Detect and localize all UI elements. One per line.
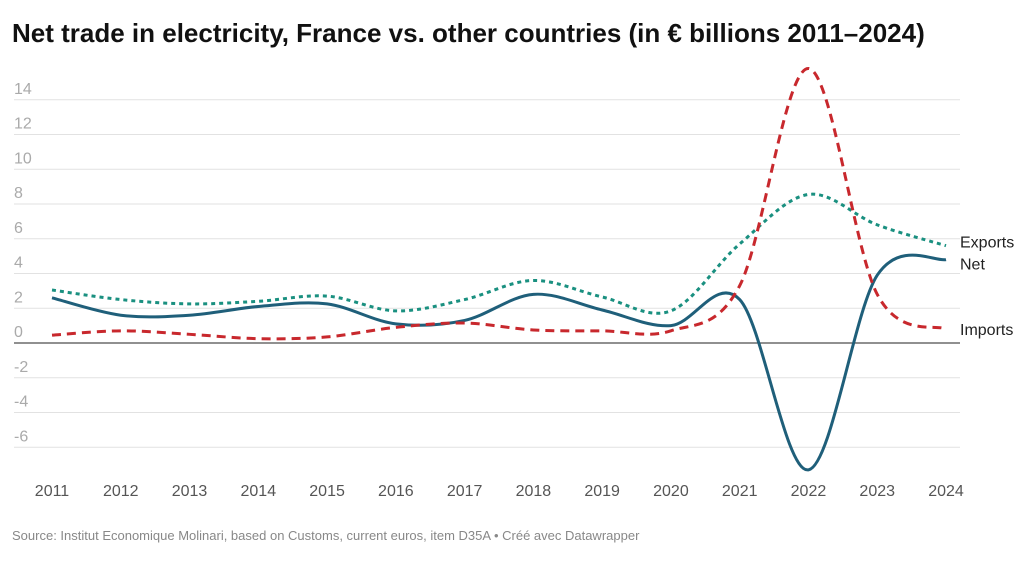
x-tick-label: 2021 bbox=[722, 483, 758, 500]
x-tick-label: 2022 bbox=[791, 483, 827, 500]
y-tick-label: 2 bbox=[14, 289, 23, 306]
x-tick-label: 2014 bbox=[241, 483, 277, 500]
x-tick-label: 2023 bbox=[859, 483, 895, 500]
x-tick-label: 2013 bbox=[172, 483, 208, 500]
y-tick-label: 0 bbox=[14, 324, 23, 341]
x-tick-label: 2015 bbox=[309, 483, 345, 500]
y-tick-label: 4 bbox=[14, 255, 23, 272]
y-tick-label: 8 bbox=[14, 185, 23, 202]
legend-label: Exports bbox=[960, 235, 1014, 252]
line bbox=[51, 253, 947, 472]
y-tick-label: 14 bbox=[14, 81, 32, 98]
line bbox=[51, 192, 947, 315]
x-tick-label: 2019 bbox=[584, 483, 620, 500]
y-tick-label: -2 bbox=[14, 359, 28, 376]
legend-label: Net bbox=[960, 257, 985, 274]
y-tick-label: 6 bbox=[14, 220, 23, 237]
x-tick-label: 2016 bbox=[378, 483, 414, 500]
y-tick-label: 12 bbox=[14, 116, 32, 133]
legend-label: Imports bbox=[960, 322, 1013, 339]
y-tick-label: -4 bbox=[14, 394, 28, 411]
chart-title: Net trade in electricity, France vs. oth… bbox=[12, 18, 925, 48]
x-tick-label: 2018 bbox=[516, 483, 552, 500]
x-tick-label: 2020 bbox=[653, 483, 689, 500]
source: Source: Institut Economique Molinari, ba… bbox=[12, 528, 640, 543]
x-tick-label: 2011 bbox=[35, 483, 70, 500]
x-tick-label: 2017 bbox=[447, 483, 483, 500]
y-tick-label: -6 bbox=[14, 428, 28, 445]
x-tick-label: 2024 bbox=[928, 483, 964, 500]
y-tick-label: 10 bbox=[14, 150, 32, 167]
x-tick-label: 2012 bbox=[103, 483, 139, 500]
